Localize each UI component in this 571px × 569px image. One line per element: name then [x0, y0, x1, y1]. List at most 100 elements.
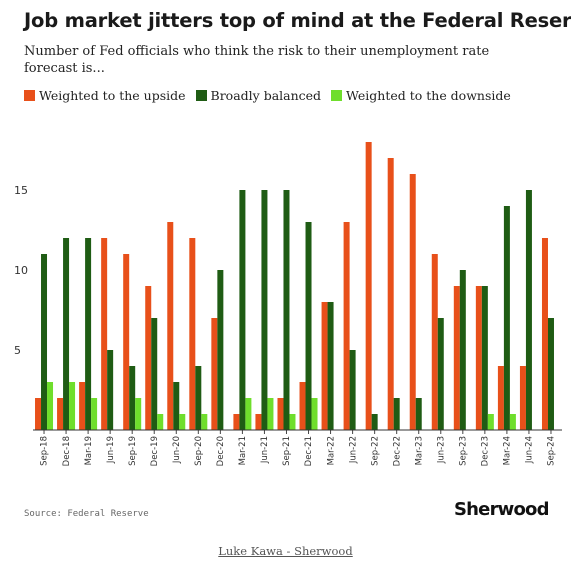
bar-downside [135, 398, 142, 430]
bar-downside [201, 414, 208, 430]
legend-item-downside: Weighted to the downside [331, 88, 511, 103]
bar-balanced [85, 238, 92, 430]
bar-upside [519, 366, 526, 430]
x-tick-label: Dec-23 [481, 436, 491, 466]
x-tick-label: Dec-19 [150, 436, 160, 466]
x-tick-label: Jun-23 [436, 436, 446, 464]
chart-card: Job market jitters top of mind at the Fe… [14, 0, 571, 537]
bar-balanced [173, 382, 180, 430]
y-tick-label: 5 [14, 344, 21, 357]
bar-upside [35, 398, 42, 430]
bar-upside [497, 366, 504, 430]
x-tick-label: Sep-23 [459, 436, 469, 466]
bar-upside [167, 222, 174, 430]
bar-downside [289, 414, 296, 430]
bar-downside [311, 398, 318, 430]
bar-balanced [415, 398, 422, 430]
bar-balanced [459, 270, 466, 430]
bar-balanced [305, 222, 312, 430]
bar-balanced [129, 366, 136, 430]
x-tick-label: Dec-21 [304, 436, 314, 466]
bar-balanced [327, 302, 334, 430]
bar-balanced [547, 318, 554, 430]
x-tick-label: Jun-19 [106, 436, 116, 464]
x-tick-label: Dec-18 [62, 436, 72, 466]
bar-upside [57, 398, 64, 430]
bar-downside [91, 398, 98, 430]
bar-downside [179, 414, 186, 430]
bar-downside [509, 414, 516, 430]
x-tick-label: Sep-18 [40, 436, 50, 466]
x-tick-label: Mar-22 [326, 436, 336, 465]
bar-upside [211, 318, 218, 430]
bar-balanced [371, 414, 378, 430]
x-tick-label: Mar-19 [84, 436, 94, 465]
bar-balanced [63, 238, 70, 430]
legend-item-upside: Weighted to the upside [24, 88, 186, 103]
bar-downside [267, 398, 274, 430]
bar-downside [157, 414, 164, 430]
x-tick-label: Dec-20 [216, 436, 226, 466]
bar-upside [475, 286, 482, 430]
x-tick-label: Jun-22 [348, 436, 358, 464]
chart-subtitle: Number of Fed officials who think the ri… [24, 44, 490, 76]
credit-line: Luke Kawa - Sherwood [0, 544, 571, 558]
bar-upside [123, 254, 130, 430]
bar-balanced [437, 318, 444, 430]
x-tick-label: Mar-24 [503, 436, 513, 465]
bar-upside [255, 414, 262, 430]
bar-upside [321, 302, 328, 430]
bar-upside [431, 254, 438, 430]
credit-link[interactable]: Luke Kawa - Sherwood [218, 544, 353, 558]
bar-balanced [217, 270, 224, 430]
x-tick-label: Jun-20 [172, 436, 182, 464]
x-tick-label: Jun-21 [260, 436, 270, 464]
y-tick-label: 10 [14, 264, 28, 277]
x-tick-label: Sep-24 [547, 436, 557, 466]
bar-chart: 5 10 15 Sep-18 Dec-18 Mar-19 Jun-19 Sep-19 Dec-1… [14, 142, 562, 466]
bar-balanced [349, 350, 356, 430]
bar-downside [487, 414, 494, 430]
bar-balanced [151, 318, 158, 430]
bar-upside [299, 382, 306, 430]
x-tick-label: Mar-21 [238, 436, 248, 465]
source-note: Source: Federal Reserve [24, 509, 149, 519]
bar-upside [387, 158, 394, 430]
x-tick-label: Sep-22 [370, 436, 380, 466]
x-tick-label: Mar-23 [414, 436, 424, 465]
bar-balanced [261, 190, 268, 430]
bar-balanced [525, 190, 532, 430]
bar-upside [189, 238, 196, 430]
bar-balanced [393, 398, 400, 430]
legend: Weighted to the upside Broadly balanced … [24, 88, 521, 103]
x-tick-label: Dec-22 [392, 436, 402, 466]
bar-balanced [239, 190, 246, 430]
bar-upside [101, 238, 108, 430]
bar-balanced [481, 286, 488, 430]
bar-balanced [41, 254, 48, 430]
legend-label-downside: Weighted to the downside [346, 88, 511, 103]
bar-upside [277, 398, 284, 430]
bar-downside [245, 398, 252, 430]
x-tick-label: Sep-19 [128, 436, 138, 466]
x-tick-label: Jun-24 [525, 436, 535, 464]
bar-upside [343, 222, 350, 430]
legend-swatch-balanced [195, 90, 207, 101]
y-tick-label: 15 [14, 184, 28, 197]
bar-balanced [195, 366, 202, 430]
bar-upside [453, 286, 460, 430]
chart-title: Job market jitters top of mind at the Fe… [24, 9, 571, 32]
bar-upside [79, 382, 86, 430]
bar-upside [233, 414, 240, 430]
bar-upside [145, 286, 152, 430]
bar-upside [409, 174, 416, 430]
legend-label-balanced: Broadly balanced [210, 88, 322, 103]
bar-downside [47, 382, 54, 430]
bar-downside [69, 382, 76, 430]
bar-upside [365, 142, 372, 430]
sherwood-logo: Sherwood [454, 499, 550, 520]
bar-balanced [503, 206, 510, 430]
x-tick-label: Sep-21 [282, 436, 292, 466]
legend-item-balanced: Broadly balanced [195, 88, 322, 103]
bar-balanced [283, 190, 290, 430]
